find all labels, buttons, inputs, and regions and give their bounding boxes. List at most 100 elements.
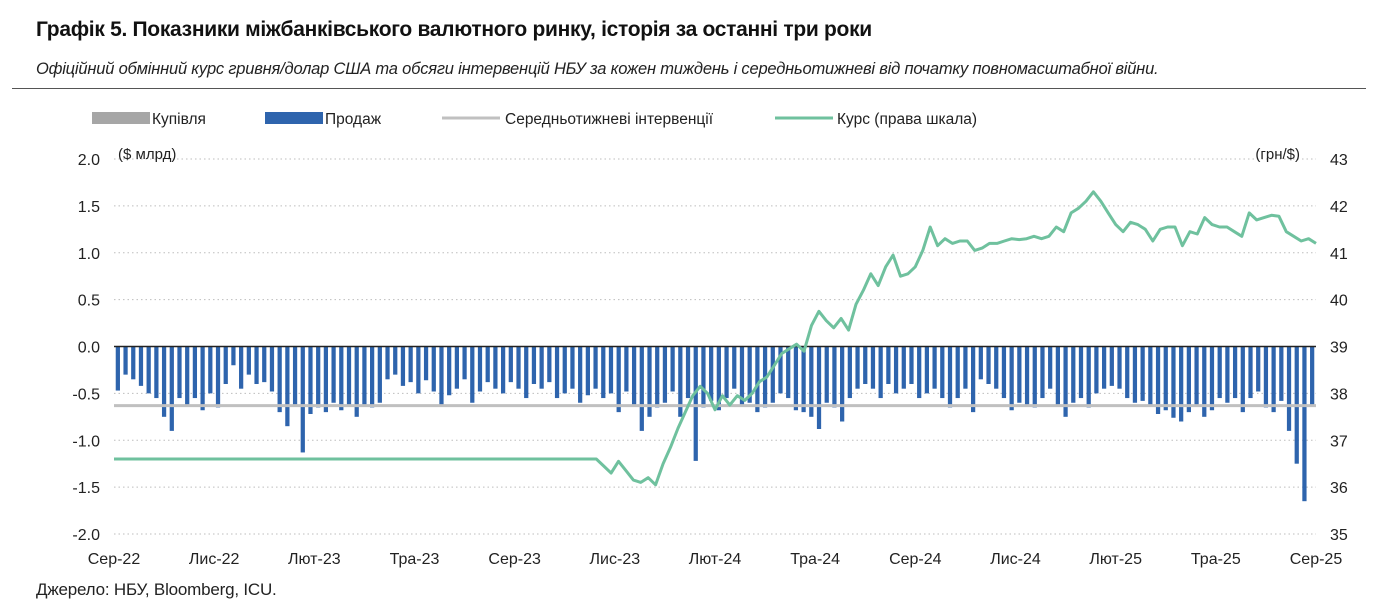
sale-bar [1017, 346, 1022, 403]
sale-bar [485, 346, 490, 383]
sale-bar [508, 346, 513, 383]
sale-bar [963, 346, 968, 389]
sale-bar [539, 346, 544, 389]
sale-bar [416, 346, 421, 394]
legend-label-average: Середньотижневі інтервенції [505, 111, 714, 128]
sale-bar [1086, 346, 1091, 408]
sale-bar [346, 346, 352, 405]
sale-bar [1225, 346, 1230, 403]
sale-bar [146, 346, 151, 394]
sale-bar [1232, 346, 1238, 399]
sale-bar [655, 346, 660, 408]
left-tick-label: 1.5 [78, 199, 100, 216]
sale-bar [770, 346, 775, 403]
sale-bar [470, 346, 475, 403]
sale-bar [778, 346, 783, 394]
sale-bar [377, 346, 382, 403]
sale-bar [177, 346, 182, 399]
sale-bar [246, 346, 251, 375]
sale-bar [570, 346, 575, 389]
sale-bar [1148, 346, 1153, 405]
x-tick-label: Тра-24 [790, 551, 840, 568]
sale-bar [816, 346, 822, 429]
sale-bar [1286, 346, 1292, 431]
x-tick-label: Сер-25 [1290, 551, 1343, 568]
sale-bar [971, 346, 976, 413]
sale-bar [1101, 346, 1107, 389]
sale-bar [886, 346, 891, 384]
sale-bar [1125, 346, 1130, 399]
right-axis-unit: (грн/$) [1255, 146, 1300, 163]
sale-bar [500, 346, 506, 394]
sale-bar [1248, 346, 1253, 399]
legend-label-purchase: Купівля [152, 111, 206, 128]
sale-bar [747, 346, 752, 403]
sale-bar [269, 346, 275, 392]
sale-bar [254, 346, 259, 384]
sale-bar [1256, 346, 1261, 392]
sale-bar [239, 346, 244, 389]
sale-bar [423, 346, 429, 381]
sale-bar [1055, 346, 1060, 405]
sale-bar [462, 346, 467, 380]
sale-bar [1310, 346, 1315, 405]
exchange-rate-line [114, 190, 1317, 487]
sale-bar [1171, 346, 1176, 418]
sale-bar [732, 346, 737, 389]
left-tick-label: -1.0 [72, 433, 100, 450]
sale-bar [986, 346, 991, 384]
sale-bar [809, 346, 814, 417]
sale-bar [1078, 346, 1084, 399]
sale-bar [1094, 346, 1099, 394]
chart-subtitle: Офіційний обмінний курс гривня/долар США… [36, 60, 1159, 78]
sale-bar [1202, 346, 1207, 417]
x-tick-label: Лют-25 [1089, 551, 1142, 568]
sale-bar [123, 346, 128, 375]
sale-bar [593, 346, 598, 389]
sale-bar [277, 346, 282, 413]
sale-bar [185, 346, 190, 405]
sale-bar [323, 346, 329, 413]
sale-bar [678, 346, 683, 417]
sale-bar [1209, 346, 1215, 411]
x-tick-label: Лис-24 [990, 551, 1041, 568]
source-note: Джерело: НБУ, Bloomberg, ICU. [36, 580, 277, 599]
sale-bar [739, 346, 745, 405]
sale-bar [169, 346, 174, 431]
sale-bar [1163, 346, 1168, 411]
sale-bar [439, 346, 444, 405]
sale-bar [639, 346, 644, 431]
left-tick-label: 1.0 [78, 246, 100, 263]
right-tick-label: 40 [1330, 293, 1348, 310]
right-axis: 43 42 41 40 39 38 37 36 35 (грн/$) [1255, 146, 1348, 544]
sale-bar [1302, 346, 1307, 502]
sale-bar [154, 346, 159, 399]
x-tick-label: Сер-24 [889, 551, 942, 568]
sale-bar [824, 346, 829, 403]
sale-bar [1117, 346, 1122, 389]
left-axis: 2.0 1.5 1.0 0.5 0.0 -0.5 -1.0 -1.5 -2.0 ($ млрд) [72, 146, 176, 544]
sale-bar [1032, 346, 1037, 408]
sale-bar [1009, 346, 1014, 411]
sale-bar [1155, 346, 1161, 414]
sale-bar [631, 346, 637, 405]
sale-bar [701, 346, 706, 408]
left-tick-label: -1.5 [72, 480, 100, 497]
sale-bar [608, 346, 614, 394]
sale-bar [793, 346, 799, 411]
sale-bar [547, 346, 552, 383]
x-tick-label: Лют-23 [288, 551, 341, 568]
sale-bar [285, 346, 290, 427]
sale-bar [624, 346, 629, 392]
sale-bar [208, 346, 213, 394]
right-tick-label: 43 [1330, 152, 1348, 169]
sale-bar [1048, 346, 1053, 389]
sale-bar [531, 346, 537, 384]
sale-bar [855, 346, 860, 389]
sale-bar [231, 346, 236, 366]
sale-bar [755, 346, 760, 413]
sale-bar [578, 346, 583, 403]
right-tick-label: 38 [1330, 386, 1348, 403]
sale-bar [354, 346, 359, 417]
sale-bar [724, 346, 729, 399]
